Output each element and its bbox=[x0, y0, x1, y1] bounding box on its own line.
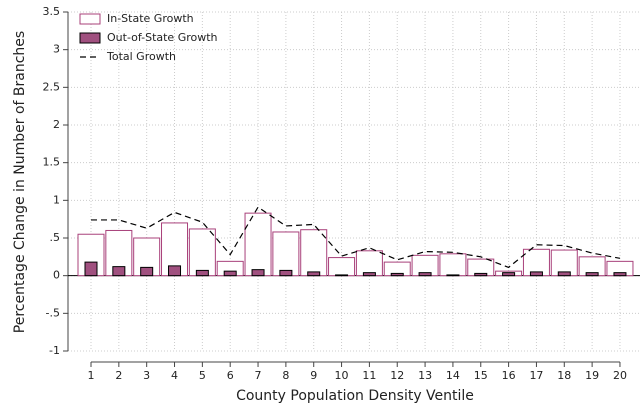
legend-label: In-State Growth bbox=[107, 12, 194, 25]
x-tick-label: 16 bbox=[502, 369, 516, 382]
x-tick-label: 2 bbox=[115, 369, 122, 382]
legend-label: Total Growth bbox=[106, 50, 176, 63]
bar bbox=[244, 212, 272, 277]
x-tick-label: 14 bbox=[446, 369, 460, 382]
bar bbox=[362, 272, 376, 277]
bar bbox=[355, 250, 383, 277]
bar bbox=[300, 229, 328, 277]
y-tick-label: 3 bbox=[53, 43, 60, 56]
bar bbox=[140, 266, 154, 277]
x-tick-label: 19 bbox=[585, 369, 599, 382]
bar bbox=[418, 272, 432, 277]
bar bbox=[279, 269, 293, 277]
x-tick-label: 9 bbox=[310, 369, 317, 382]
y-tick-label: 1 bbox=[53, 193, 60, 206]
bar bbox=[585, 272, 599, 277]
y-tick-label: 1.5 bbox=[43, 156, 61, 169]
bar bbox=[522, 248, 550, 277]
bar bbox=[195, 269, 209, 277]
bar bbox=[335, 274, 349, 277]
x-tick-label: 10 bbox=[335, 369, 349, 382]
y-tick-label: 0 bbox=[53, 269, 60, 282]
bar bbox=[84, 261, 98, 277]
x-tick-label: 3 bbox=[143, 369, 150, 382]
legend-swatch bbox=[79, 13, 101, 25]
line bbox=[91, 206, 621, 269]
bar bbox=[188, 228, 216, 277]
x-tick-label: 17 bbox=[529, 369, 543, 382]
y-tick-label: .5 bbox=[50, 231, 61, 244]
y-tick-label: -.5 bbox=[46, 306, 60, 319]
bar bbox=[474, 272, 488, 277]
x-axis-label: County Population Density Ventile bbox=[236, 388, 474, 404]
x-tick-label: 6 bbox=[227, 369, 234, 382]
bar bbox=[439, 253, 467, 277]
legend-swatch bbox=[79, 32, 101, 44]
x-tick-label: 5 bbox=[199, 369, 206, 382]
bar bbox=[502, 272, 516, 277]
x-tick-label: 13 bbox=[418, 369, 432, 382]
x-tick-label: 7 bbox=[255, 369, 262, 382]
bar bbox=[446, 274, 460, 277]
x-tick-label: 15 bbox=[474, 369, 488, 382]
y-tick-label: 2.5 bbox=[43, 80, 61, 93]
bar bbox=[557, 271, 571, 277]
x-tick-label: 8 bbox=[282, 369, 289, 382]
y-tick-label: 3.5 bbox=[43, 5, 61, 18]
bar bbox=[251, 269, 265, 277]
bar bbox=[272, 231, 300, 277]
x-tick-label: 18 bbox=[557, 369, 571, 382]
bar bbox=[223, 270, 237, 277]
x-tick-label: 1 bbox=[88, 369, 95, 382]
y-tick-label: 2 bbox=[53, 118, 60, 131]
y-tick-label: -1 bbox=[49, 344, 60, 357]
legend-label: Out-of-State Growth bbox=[107, 31, 218, 44]
bar bbox=[529, 271, 543, 277]
x-tick-label: 12 bbox=[390, 369, 404, 382]
x-tick-label: 4 bbox=[171, 369, 178, 382]
bar bbox=[550, 249, 578, 277]
x-tick-label: 20 bbox=[613, 369, 627, 382]
x-tick-label: 11 bbox=[362, 369, 376, 382]
bar bbox=[307, 271, 321, 277]
bar bbox=[328, 257, 356, 277]
bar bbox=[390, 272, 404, 277]
bar bbox=[168, 265, 182, 277]
bar bbox=[613, 272, 627, 277]
bar bbox=[112, 266, 126, 277]
y-axis-label: Percentage Change in Number of Branches bbox=[12, 31, 28, 333]
